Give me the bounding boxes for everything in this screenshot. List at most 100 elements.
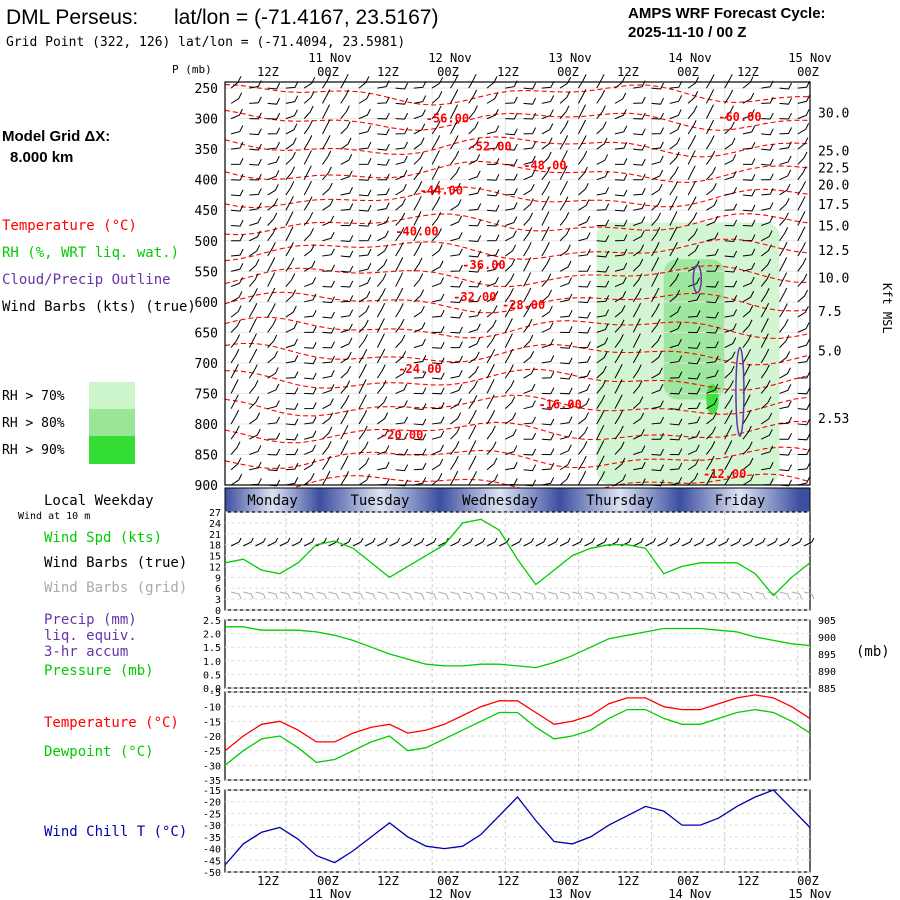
wind-barb <box>377 230 389 242</box>
surface-wind-barb <box>401 537 413 547</box>
wind-barb <box>779 241 788 257</box>
wind-barb <box>779 257 788 272</box>
wind-barb <box>797 257 807 272</box>
wind-barb <box>779 416 792 425</box>
wind-barb <box>340 455 349 470</box>
wind-barb <box>669 403 683 411</box>
wind-barb <box>560 357 573 365</box>
wind-barb <box>248 273 259 287</box>
wind-barb <box>669 137 681 150</box>
wind-barb <box>340 219 354 227</box>
wind-barb <box>431 472 443 486</box>
wind-barb <box>431 260 444 272</box>
grid-wind-barb <box>389 591 400 600</box>
panel-ytick: 2.0 <box>203 630 221 641</box>
wind-barb <box>340 121 351 135</box>
panel-ytick: -35 <box>203 833 221 844</box>
wind-barb <box>468 395 478 409</box>
wind-barb <box>596 394 606 409</box>
wind-barb <box>559 150 568 165</box>
wind-barb <box>322 426 333 440</box>
wind-barb <box>249 461 262 471</box>
wind-barb <box>450 398 462 410</box>
wind-barb <box>742 441 753 455</box>
wind-barb <box>376 273 387 287</box>
panel-ytick: -35 <box>203 776 221 787</box>
wind-barb <box>322 104 331 119</box>
wind-barb <box>724 471 734 486</box>
wind-barb <box>413 273 424 287</box>
wind-barb <box>267 112 281 120</box>
wind-speed-line <box>224 518 811 597</box>
grid-wind-barb <box>657 591 669 600</box>
wind-barb <box>760 258 772 272</box>
wind-barb <box>322 135 331 150</box>
wind-barb <box>322 470 331 486</box>
wind-barb <box>633 80 646 89</box>
wind-barb <box>413 241 422 257</box>
wind-barb <box>688 416 701 425</box>
wind-barb <box>614 219 628 227</box>
wind-barb <box>651 97 665 105</box>
wind-barb <box>633 216 646 226</box>
wind-barb <box>541 462 555 471</box>
wind-barb <box>376 396 388 410</box>
wind-barb <box>760 333 769 348</box>
wind-barb <box>761 187 774 196</box>
legend-rh80-swatch <box>89 409 135 436</box>
wind-barb <box>779 227 789 242</box>
wind-barb <box>632 288 642 303</box>
pressure-tick: 700 <box>195 357 218 372</box>
wind-barb <box>779 272 788 287</box>
wind-barb <box>377 202 390 211</box>
wind-barb <box>541 448 555 456</box>
wind-barb <box>285 211 294 226</box>
wind-barb <box>669 151 680 165</box>
wind-barb <box>358 291 371 303</box>
wind-barb <box>432 310 445 318</box>
wind-barb <box>633 112 646 120</box>
wind-barb <box>724 187 738 196</box>
weekday-label: Wednesday <box>462 493 538 509</box>
label-liq-equiv: liq. equiv. <box>44 628 137 644</box>
wind-barb <box>504 396 516 410</box>
wind-barb <box>761 143 774 151</box>
wind-barb <box>231 219 244 227</box>
wind-barb <box>303 120 313 135</box>
bottom-time-label: 12Z <box>257 874 279 888</box>
wind-barb <box>687 76 699 89</box>
kft-tick: 10.0 <box>818 271 849 286</box>
wind-barb <box>651 383 664 394</box>
wind-barb <box>742 262 756 272</box>
wind-barb <box>230 409 240 425</box>
wind-barb <box>304 341 317 349</box>
wind-barb <box>395 169 408 181</box>
wind-barb <box>358 457 370 471</box>
wind-barb <box>505 112 518 120</box>
wind-barb <box>377 173 390 181</box>
wind-barb <box>340 250 354 258</box>
wind-barb <box>468 471 477 486</box>
wind-barb <box>797 211 806 226</box>
top-time-label: 00Z <box>557 65 579 79</box>
wind-barb <box>285 95 299 104</box>
panel-ytick: 0.5 <box>203 670 221 681</box>
wind-barb <box>724 365 735 379</box>
grid-wind-barb <box>791 591 803 600</box>
wind-barb <box>541 123 554 135</box>
label-pressure: Pressure (mb) <box>44 663 154 679</box>
wind-barb <box>249 188 262 196</box>
wind-barb <box>358 410 368 425</box>
pressure-tick: 300 <box>195 113 218 128</box>
wind-barb <box>651 367 663 379</box>
wind-barb <box>486 109 499 120</box>
panel-ytick: -5 <box>209 688 221 699</box>
wind-barb <box>486 305 498 318</box>
wind-barb <box>705 74 715 89</box>
surface-wind-barb <box>718 537 730 547</box>
wind-barb <box>669 109 682 120</box>
wind-barb <box>505 188 518 196</box>
grid-wind-barb <box>633 591 644 600</box>
